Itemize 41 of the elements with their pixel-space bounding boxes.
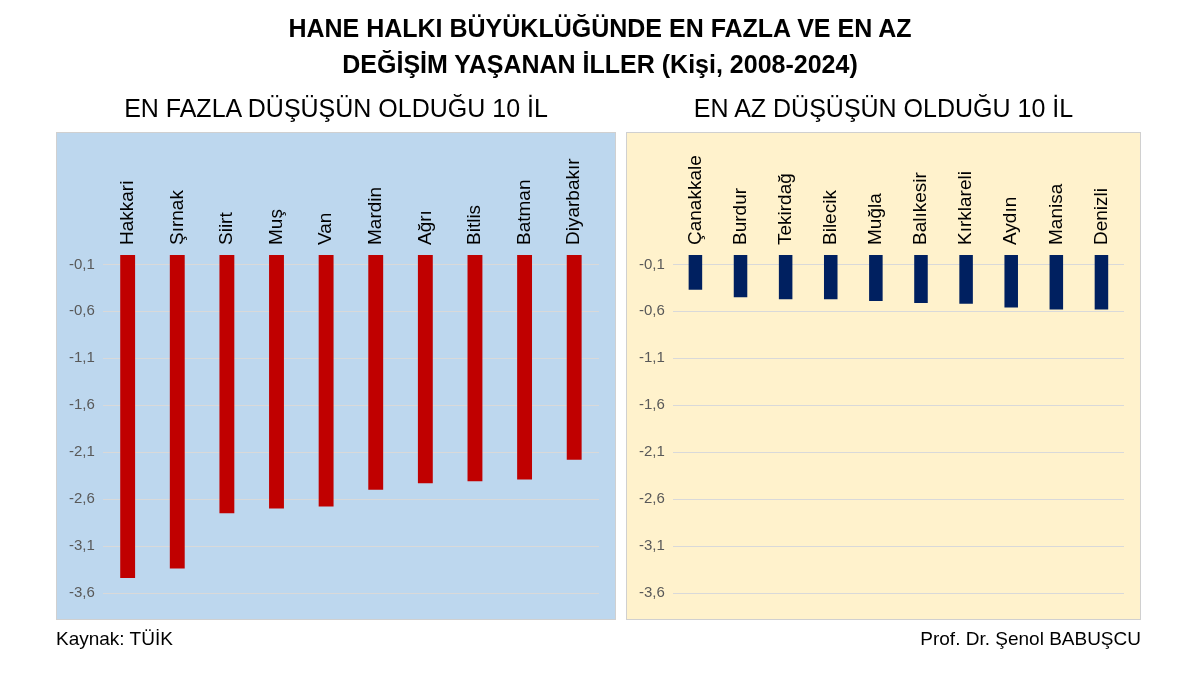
x-tick-label: Kırklareli (954, 171, 976, 245)
x-tick-label: Tekirdağ (773, 173, 795, 245)
x-tick-label: Aydın (999, 196, 1021, 245)
y-tick-label: -2,6 (638, 489, 665, 507)
x-tick-label: Şırnak (165, 189, 187, 245)
x-tick-label: Diyarbakır (562, 157, 584, 245)
y-tick-label: -3,1 (68, 536, 95, 554)
x-tick-label: Batman (512, 179, 534, 245)
y-tick-label: -3,6 (638, 583, 665, 601)
y-tick-label: -0,6 (68, 301, 95, 319)
x-tick-label: Burdur (728, 187, 750, 245)
x-tick-label: Denizli (1089, 187, 1111, 245)
chart-subtitle: EN AZ DÜŞÜŞÜN OLDUĞU 10 İL (692, 94, 1075, 124)
chart-subtitle: EN FAZLA DÜŞÜŞÜN OLDUĞU 10 İL (123, 94, 549, 124)
x-tick-label: Muş (264, 209, 286, 245)
y-tick-label: -1,6 (68, 395, 95, 413)
x-tick-label: Balıkesir (909, 171, 931, 245)
y-tick-label: -0,1 (638, 254, 665, 272)
x-tick-label: Ağrı (413, 210, 435, 245)
text: Prof. Dr. Şenol BABUŞCU (919, 628, 1141, 650)
x-tick-label: Mardin (363, 186, 385, 245)
y-tick-label: -2,6 (68, 489, 95, 507)
y-tick-label: -0,1 (68, 254, 95, 272)
x-tick-label: Bitlis (463, 204, 485, 245)
text: Kaynak: TÜİK (56, 628, 174, 650)
x-tick-label: Siirt (215, 211, 237, 245)
x-tick-label: Manisa (1044, 183, 1066, 245)
y-tick-label: -1,1 (638, 348, 665, 366)
chart-title: HANE HALKI BÜYÜKLÜĞÜNDE EN FAZLA VE EN AZ DEĞİŞİM YAŞANAN İLLER (Kişi, 2008-2024) (287, 13, 913, 80)
y-tick-label: -3,6 (68, 583, 95, 601)
x-tick-label: Bilecik (818, 189, 840, 245)
y-tick-label: -1,6 (638, 395, 665, 413)
x-tick-label: Muğla (864, 192, 886, 245)
y-tick-label: -3,1 (638, 536, 665, 554)
y-tick-label: -2,1 (68, 442, 95, 460)
x-tick-label: Hakkari (115, 180, 137, 245)
y-tick-label: -2,1 (638, 442, 665, 460)
y-tick-label: -1,1 (68, 348, 95, 366)
x-tick-label: Van (314, 212, 336, 245)
x-tick-label: Çanakkale (683, 155, 705, 245)
y-tick-label: -0,6 (638, 301, 665, 319)
